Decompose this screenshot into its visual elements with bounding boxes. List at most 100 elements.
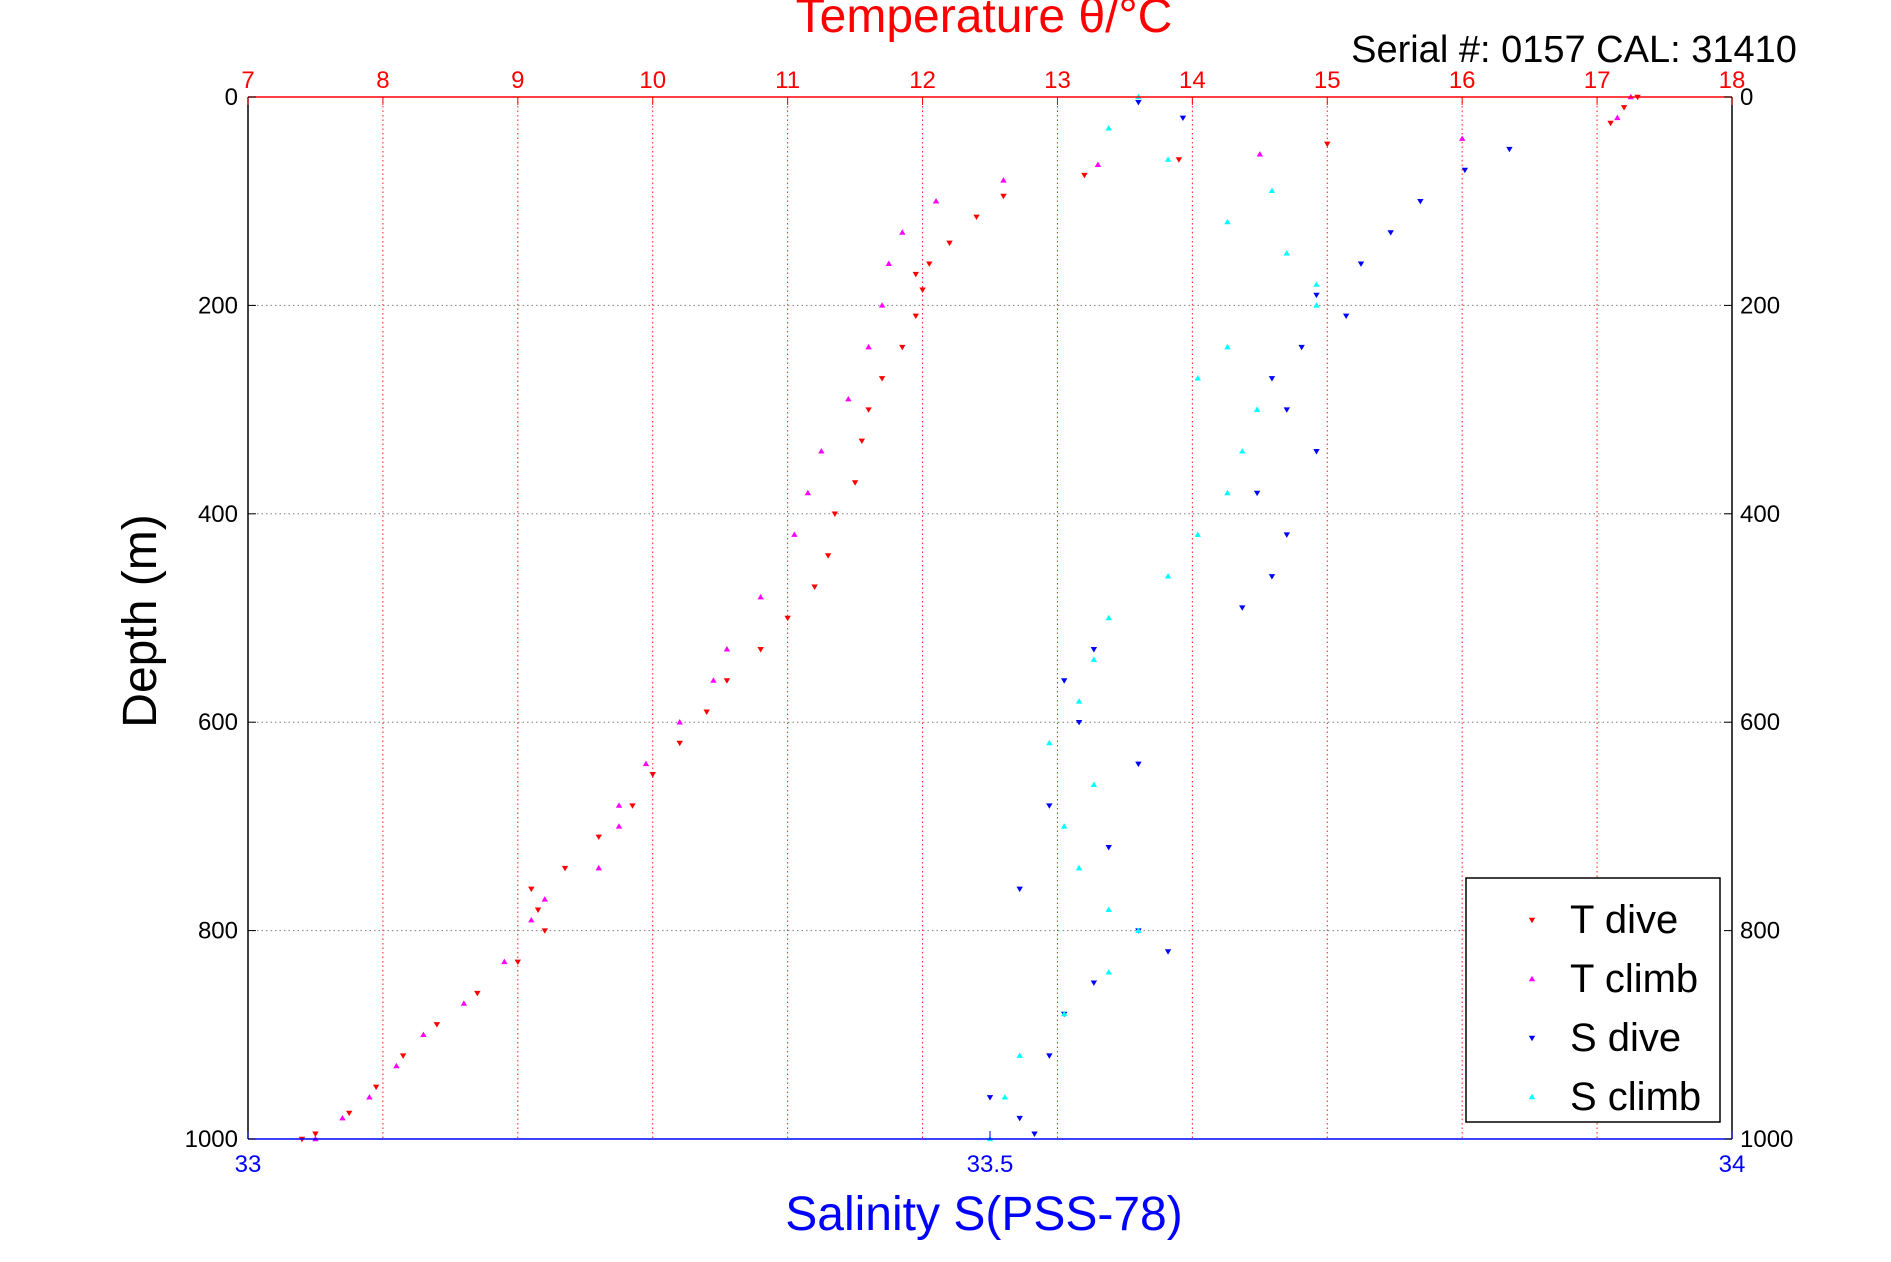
data-point (1239, 605, 1246, 611)
temperature-tick-label: 16 (1449, 67, 1476, 94)
data-point (1239, 448, 1246, 454)
data-point (831, 511, 839, 517)
data-point (339, 1114, 346, 1121)
temperature-tick-label: 11 (775, 67, 800, 94)
data-point (514, 959, 522, 966)
data-point (1253, 406, 1261, 412)
legend-label-t-climb: T climb (1570, 957, 1698, 1001)
data-point (710, 677, 717, 683)
temperature-tick-label: 17 (1584, 67, 1611, 94)
data-point (642, 760, 650, 767)
axes: 7 8 9 10 11 12 13 14 15 16 17 18 33 33.5 34 0 0 200 200 400… (185, 67, 1794, 1178)
depth-tick-label-right: 1000 (1740, 1126, 1793, 1153)
data-point (399, 1053, 407, 1059)
data-point (676, 719, 683, 725)
data-point (1298, 344, 1305, 351)
temperature-tick-label: 9 (511, 67, 524, 94)
salinity-tick-label: 33.5 (967, 1151, 1014, 1178)
data-point (824, 553, 832, 559)
data-point (885, 260, 893, 266)
data-point (534, 907, 542, 913)
data-point (723, 678, 731, 684)
data-point (973, 214, 980, 221)
temperature-tick-label: 14 (1179, 67, 1206, 94)
data-point (946, 240, 953, 247)
data-point (1016, 886, 1023, 893)
data-point (1075, 719, 1083, 726)
depth-tick-label-right: 800 (1740, 918, 1780, 945)
data-point (1224, 218, 1231, 225)
data-point (649, 772, 656, 778)
data-point (541, 928, 548, 934)
legend-label-s-dive: S dive (1570, 1016, 1681, 1060)
series-t-climb (312, 93, 1635, 1142)
salinity-tick-label: 33 (235, 1151, 262, 1178)
data-point (919, 287, 926, 293)
data-point (629, 803, 636, 809)
data-point (1105, 906, 1112, 912)
data-point (1313, 281, 1320, 287)
temperature-tick-label: 7 (241, 67, 254, 94)
temperature-tick-label: 8 (376, 67, 389, 94)
data-point (1614, 114, 1621, 121)
data-point (501, 958, 508, 965)
legend-marker-t-dive (1528, 917, 1536, 924)
data-point (1061, 1010, 1068, 1017)
data-point (345, 1110, 353, 1117)
depth-tick-label-right: 400 (1740, 501, 1780, 528)
depth-tick-label-left: 200 (198, 292, 238, 319)
data-point (1164, 573, 1172, 579)
data-point (818, 448, 825, 454)
data-point (912, 313, 919, 320)
data-point (865, 343, 872, 350)
data-point (541, 896, 548, 902)
data-point (1105, 614, 1112, 621)
temperature-tick-label: 10 (639, 67, 666, 94)
data-point (723, 646, 731, 652)
data-point (1224, 343, 1231, 350)
depth-tick-label-left: 800 (198, 918, 238, 945)
data-point (1135, 927, 1142, 933)
data-point (1256, 151, 1264, 157)
data-point (926, 261, 933, 267)
data-point (1105, 845, 1112, 851)
data-point (595, 834, 602, 841)
data-point (1046, 1053, 1053, 1059)
data-point (1031, 1131, 1038, 1137)
depth-tick-label-left: 400 (198, 501, 238, 528)
data-point (757, 593, 764, 600)
data-point (1046, 739, 1053, 746)
legend-label-s-climb: S climb (1570, 1075, 1701, 1119)
data-point (1016, 1115, 1023, 1122)
data-point (804, 489, 812, 496)
data-point (366, 1094, 373, 1100)
data-point (1458, 135, 1466, 141)
data-point (1283, 250, 1290, 256)
data-point (899, 229, 906, 235)
data-point (703, 709, 710, 715)
data-point (595, 864, 602, 871)
data-point (393, 1062, 400, 1069)
data-point (1620, 105, 1628, 111)
data-point (615, 823, 623, 829)
data-point (1135, 99, 1142, 106)
data-point (858, 438, 866, 445)
data-point (1194, 531, 1201, 537)
legend-marker-s-dive (1528, 1035, 1536, 1042)
data-point (878, 376, 886, 382)
data-point (811, 584, 818, 590)
data-point (1268, 187, 1276, 194)
data-point (1506, 146, 1513, 153)
data-point (1016, 1052, 1023, 1058)
data-point (1175, 157, 1183, 163)
data-point (1164, 156, 1172, 162)
data-point (1000, 177, 1007, 183)
data-point (1417, 198, 1424, 205)
data-point (791, 531, 798, 537)
data-point (1075, 864, 1083, 871)
data-point (1075, 698, 1083, 704)
series-s-climb (986, 93, 1320, 1142)
data-point (1001, 1094, 1009, 1100)
data-point (851, 480, 859, 486)
